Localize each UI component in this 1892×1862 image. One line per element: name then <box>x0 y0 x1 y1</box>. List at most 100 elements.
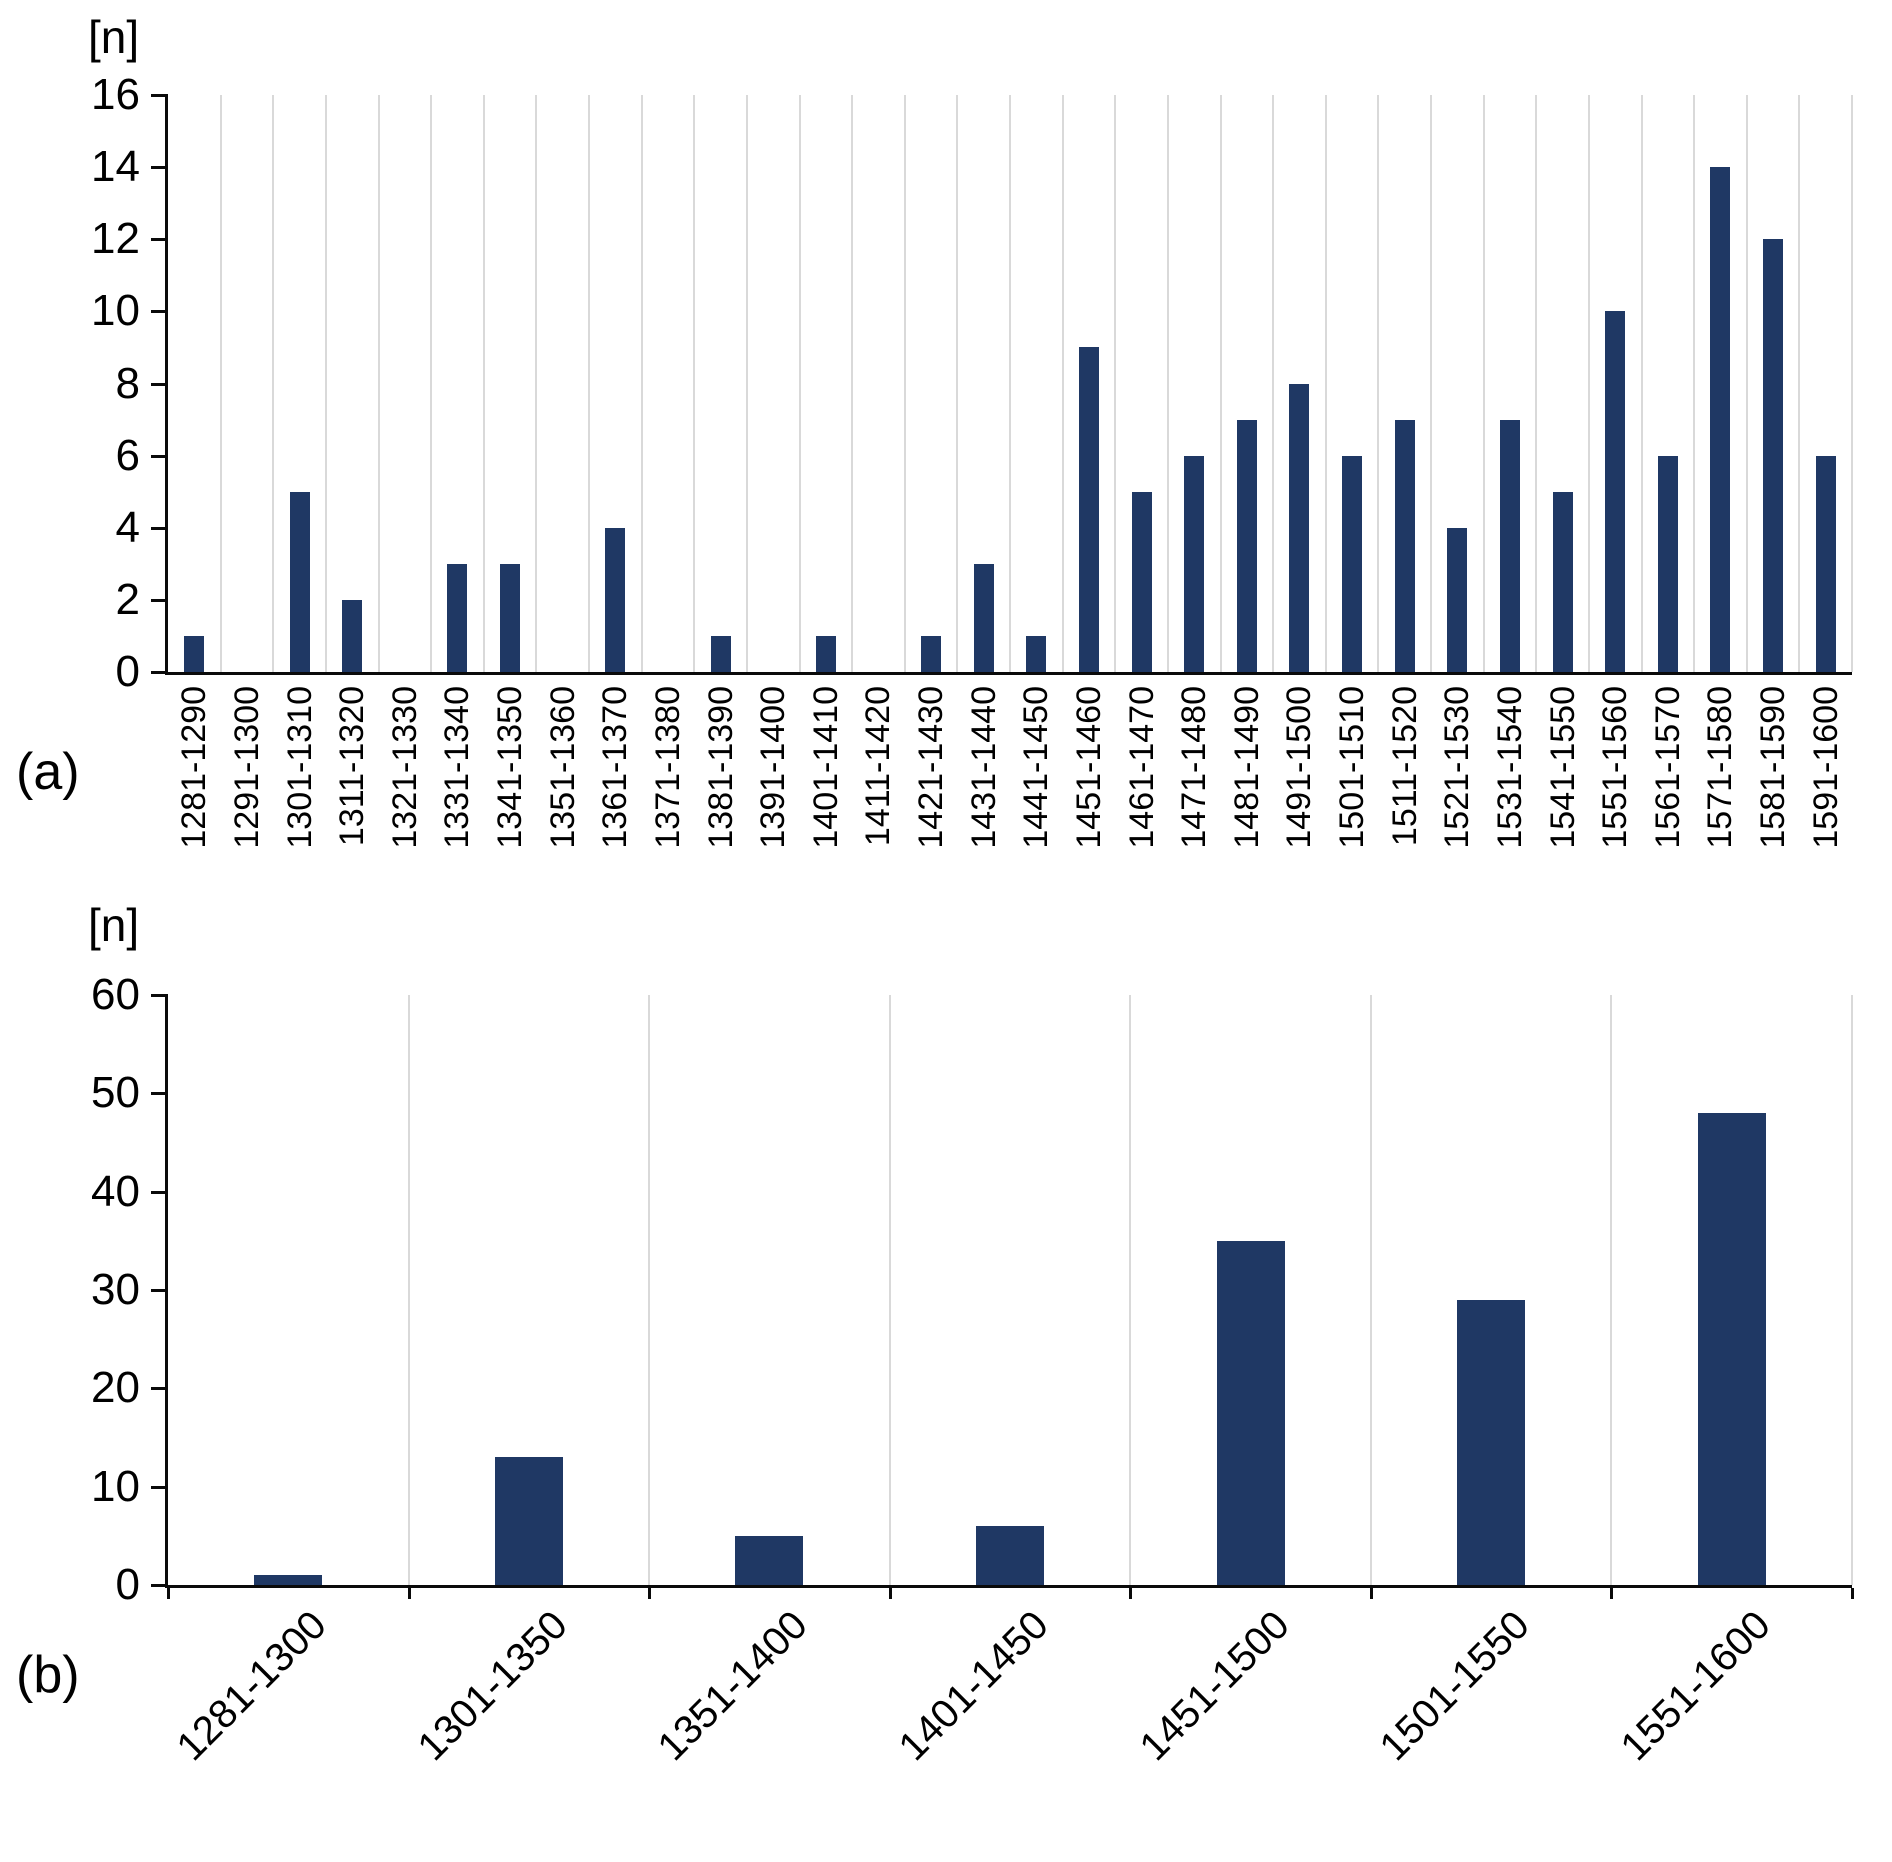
x-tick-label-1471-1480: 1471-1480 <box>1175 686 1214 849</box>
gridline <box>1129 995 1132 1585</box>
x-tick-label-1461-1470: 1461-1470 <box>1122 686 1161 849</box>
y-tick-label: 50 <box>91 1068 140 1118</box>
y-axis-tick <box>151 94 165 97</box>
gridline <box>693 95 696 672</box>
y-tick-label: 60 <box>91 970 140 1019</box>
gridline <box>798 95 801 672</box>
bar-1421-1430 <box>921 635 942 672</box>
y-axis-tick <box>151 1092 165 1096</box>
bar-1451-1500 <box>1216 1240 1285 1585</box>
y-axis-tick <box>151 310 165 314</box>
x-axis-tick <box>888 1588 892 1599</box>
gridline <box>1377 95 1380 672</box>
x-tick-label-1401-1450: 1401-1450 <box>890 1602 1057 1770</box>
gridline <box>1610 995 1613 1585</box>
y-tick-label: 40 <box>91 1166 140 1216</box>
x-tick-label-1411-1420: 1411-1420 <box>859 686 898 847</box>
bar-1571-1580 <box>1710 167 1731 672</box>
y-axis-tick <box>151 598 165 602</box>
gridline <box>1482 95 1485 672</box>
bar-1281-1300 <box>254 1575 323 1585</box>
y-tick-label: 12 <box>91 214 140 264</box>
gridline <box>1219 95 1222 672</box>
x-tick-label-1311-1320: 1311-1320 <box>333 686 372 847</box>
gridline <box>1430 95 1432 672</box>
x-tick-label-1501-1550: 1501-1550 <box>1371 1602 1538 1770</box>
gridline <box>588 95 590 672</box>
x-tick-label-1281-1300: 1281-1300 <box>168 1602 336 1770</box>
y-axis-tick <box>151 671 165 674</box>
gridline <box>956 95 959 672</box>
bar-1451-1460 <box>1078 347 1099 672</box>
panel-label-a: (a) <box>16 743 80 801</box>
gridline <box>377 95 380 672</box>
y-axis-tick <box>151 994 165 997</box>
bar-1441-1450 <box>1026 635 1047 672</box>
y-axis-tick <box>151 1190 165 1194</box>
y-tick-label: 10 <box>91 1461 140 1511</box>
y-axis-line-b <box>165 994 168 1588</box>
y-tick-label: 6 <box>115 430 140 480</box>
x-axis-line-a <box>165 672 1852 675</box>
bar-1551-1560 <box>1605 311 1626 672</box>
bar-1491-1500 <box>1289 383 1310 672</box>
gridline <box>1587 95 1590 672</box>
y-tick-label: 2 <box>115 574 140 624</box>
y-tick-label: 16 <box>91 70 140 119</box>
x-tick-label-1301-1350: 1301-1350 <box>409 1602 576 1770</box>
gridline <box>1851 995 1853 1585</box>
bar-1381-1390 <box>710 635 731 672</box>
gridline <box>1640 95 1643 672</box>
y-axis-unit-label-a: [n] <box>88 11 140 63</box>
bar-1501-1550 <box>1457 1299 1526 1585</box>
bar-1311-1320 <box>342 599 363 672</box>
x-tick-label-1351-1360: 1351-1360 <box>543 686 582 849</box>
gridline <box>648 995 651 1585</box>
y-axis-tick <box>151 526 165 530</box>
gridline <box>324 95 327 672</box>
gridline <box>482 95 485 672</box>
bar-1281-1290 <box>184 635 205 672</box>
x-axis-tick <box>1851 1588 1854 1599</box>
y-axis-tick <box>151 166 165 170</box>
y-tick-label: 8 <box>115 358 140 408</box>
bar-1361-1370 <box>605 527 626 672</box>
x-axis-tick <box>1610 1588 1614 1599</box>
x-axis-line-b <box>165 1585 1852 1588</box>
gridline <box>1166 95 1169 672</box>
gridline <box>640 95 643 672</box>
x-tick-label-1361-1370: 1361-1370 <box>596 686 635 849</box>
gridline <box>1324 95 1327 672</box>
bar-1551-1600 <box>1697 1113 1766 1585</box>
bar-1511-1520 <box>1394 419 1415 672</box>
x-tick-label-1281-1290: 1281-1290 <box>175 686 214 849</box>
x-axis-tick <box>648 1588 652 1599</box>
gridline <box>851 95 854 672</box>
y-axis-tick <box>151 1387 165 1391</box>
bar-1521-1530 <box>1447 527 1468 672</box>
y-axis-tick <box>151 1584 165 1587</box>
panel-label-b: (b) <box>16 1646 80 1704</box>
y-tick-label: 10 <box>91 286 140 336</box>
bar-1301-1310 <box>289 491 310 672</box>
x-tick-label-1331-1340: 1331-1340 <box>438 686 477 849</box>
bar-1481-1490 <box>1236 419 1257 672</box>
y-tick-label: 14 <box>91 142 140 192</box>
x-tick-label-1351-1400: 1351-1400 <box>649 1602 817 1770</box>
x-tick-label-1571-1580: 1571-1580 <box>1701 686 1740 849</box>
gridline <box>1851 95 1853 672</box>
gridline <box>745 95 748 672</box>
x-tick-label-1381-1390: 1381-1390 <box>701 686 740 849</box>
x-tick-label-1551-1600: 1551-1600 <box>1612 1602 1779 1770</box>
gridline <box>430 95 433 672</box>
x-axis-tick <box>167 1588 170 1599</box>
x-tick-label-1401-1410: 1401-1410 <box>806 686 845 849</box>
bar-1541-1550 <box>1552 491 1573 672</box>
gridline <box>407 995 410 1585</box>
y-axis-tick <box>151 1485 165 1489</box>
x-tick-label-1451-1500: 1451-1500 <box>1131 1602 1298 1770</box>
y-tick-label: 0 <box>115 647 140 696</box>
bar-1501-1510 <box>1342 455 1363 672</box>
y-axis-line-a <box>165 94 168 675</box>
